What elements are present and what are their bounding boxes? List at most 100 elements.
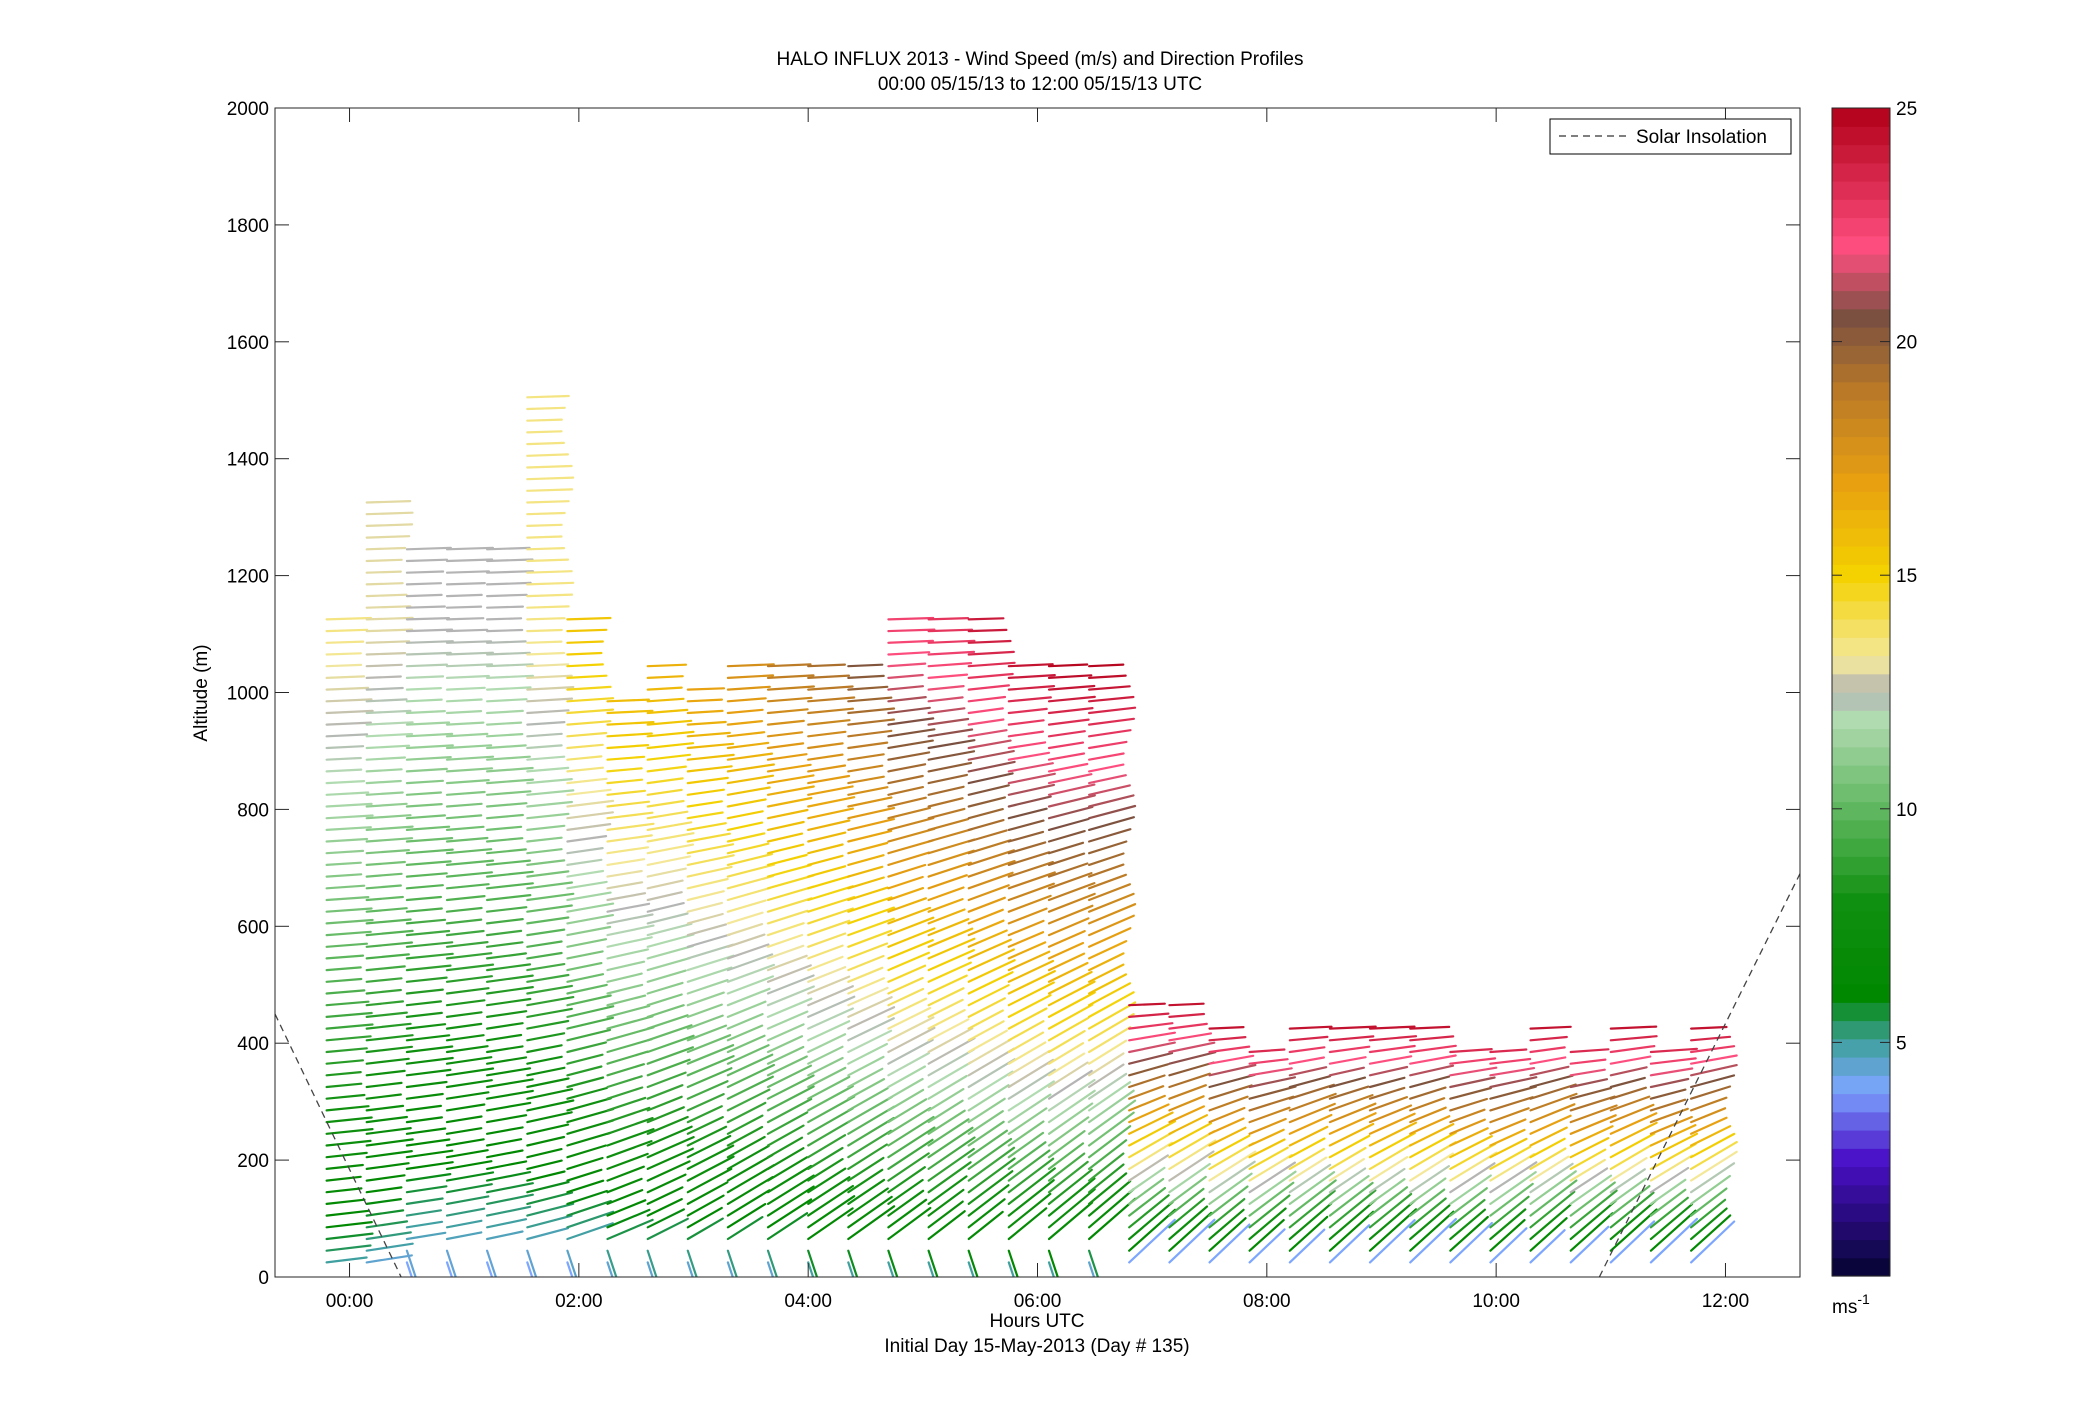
wind-barb	[566, 1076, 605, 1089]
wind-barb	[1248, 1048, 1286, 1054]
colorbar-band	[1832, 1075, 1890, 1095]
wind-barb	[847, 786, 889, 796]
wind-barb	[1087, 1163, 1125, 1194]
wind-barb	[1047, 917, 1090, 937]
wind-barb	[526, 488, 574, 492]
colorbar-band	[1832, 801, 1890, 821]
wind-barb	[1609, 1156, 1648, 1182]
wind-barb	[847, 1129, 893, 1159]
wind-barb	[325, 907, 373, 913]
wind-barb	[927, 1126, 974, 1159]
wind-barb	[1007, 751, 1051, 761]
wind-barb	[766, 1045, 805, 1065]
wind-barb	[847, 1087, 889, 1112]
wind-barb	[1087, 963, 1125, 983]
wind-barb	[686, 1054, 735, 1077]
wind-barb	[887, 1261, 895, 1277]
wind-barb	[566, 651, 603, 656]
wind-barb	[1047, 1016, 1090, 1042]
wind-barb	[887, 651, 931, 656]
wind-barb	[1168, 1002, 1205, 1007]
wind-barb	[445, 570, 490, 574]
colorbar-band	[1832, 1020, 1890, 1040]
wind-barb	[807, 1195, 856, 1229]
wind-barb	[1409, 1097, 1446, 1112]
wind-barb	[887, 1138, 934, 1171]
wind-barb	[1449, 1066, 1498, 1077]
wind-barb	[1368, 1065, 1409, 1077]
wind-barb	[1007, 795, 1052, 808]
wind-barb	[445, 1171, 495, 1182]
wind-barb	[445, 628, 489, 633]
wind-barb	[1529, 1092, 1578, 1112]
wind-barb	[1007, 882, 1056, 902]
wind-barb	[1529, 1217, 1568, 1252]
wind-barb	[325, 895, 370, 902]
wind-barb	[887, 839, 934, 855]
wind-barb	[526, 1007, 573, 1019]
wind-barb	[325, 814, 374, 820]
colorbar-band	[1832, 235, 1890, 255]
wind-barb	[847, 775, 885, 785]
wind-barb	[365, 570, 402, 574]
wind-barb	[1168, 1022, 1208, 1030]
wind-barb	[887, 1115, 935, 1147]
wind-barb	[1087, 706, 1137, 715]
wind-barb	[967, 1157, 1016, 1194]
wind-barb	[766, 954, 808, 972]
wind-barb	[1047, 871, 1093, 890]
wind-barb	[365, 1162, 410, 1171]
wind-barb	[365, 1069, 406, 1077]
wind-barb	[1689, 1162, 1736, 1194]
wind-barb	[566, 1156, 604, 1171]
wind-barb	[646, 663, 688, 668]
colorbar-band	[1832, 619, 1890, 638]
wind-barb	[1529, 1126, 1568, 1147]
wind-barb	[325, 1011, 373, 1019]
wind-barb	[1569, 1181, 1616, 1217]
wind-barb	[606, 983, 644, 995]
wind-barb	[967, 1170, 1014, 1206]
wind-barb	[606, 1038, 653, 1054]
wind-barb	[1569, 1136, 1610, 1159]
wind-barb	[1368, 1143, 1413, 1171]
wind-barb	[887, 851, 931, 867]
wind-barb	[606, 1015, 654, 1030]
wind-barb	[686, 933, 732, 948]
wind-barb	[807, 932, 847, 948]
wind-barb	[1288, 1056, 1326, 1065]
wind-barb	[1409, 1204, 1451, 1241]
wind-barb	[325, 826, 372, 832]
wind-barb	[766, 1198, 813, 1229]
wind-barb	[486, 651, 531, 656]
wind-barb	[646, 843, 695, 855]
wind-barb	[405, 616, 450, 621]
wind-barb	[887, 739, 934, 750]
wind-barb	[445, 546, 494, 551]
wind-barb	[726, 1063, 776, 1089]
wind-barb	[967, 1020, 1005, 1042]
wind-barb	[445, 1195, 490, 1206]
wind-barb	[486, 1022, 524, 1030]
wind-barb	[1087, 1152, 1125, 1182]
wind-barb	[1449, 1134, 1493, 1159]
wind-barb	[526, 766, 570, 773]
wind-barb	[1007, 807, 1048, 820]
wind-barb	[1248, 1138, 1286, 1159]
wind-barb	[807, 1167, 847, 1194]
wind-barb	[1489, 1152, 1536, 1182]
wind-barb	[887, 976, 924, 995]
colorbar-frame	[1831, 107, 1891, 1277]
wind-barb	[927, 948, 976, 972]
wind-barb	[445, 1138, 485, 1147]
wind-barb	[566, 869, 605, 878]
wind-barb	[766, 897, 813, 913]
wind-barb	[726, 1088, 771, 1112]
wind-barb	[1409, 1064, 1455, 1077]
wind-barb	[606, 1199, 647, 1217]
wind-barb	[766, 1064, 813, 1089]
wind-barb	[927, 773, 969, 785]
wind-barb	[365, 860, 406, 867]
wind-barb	[927, 1087, 965, 1112]
